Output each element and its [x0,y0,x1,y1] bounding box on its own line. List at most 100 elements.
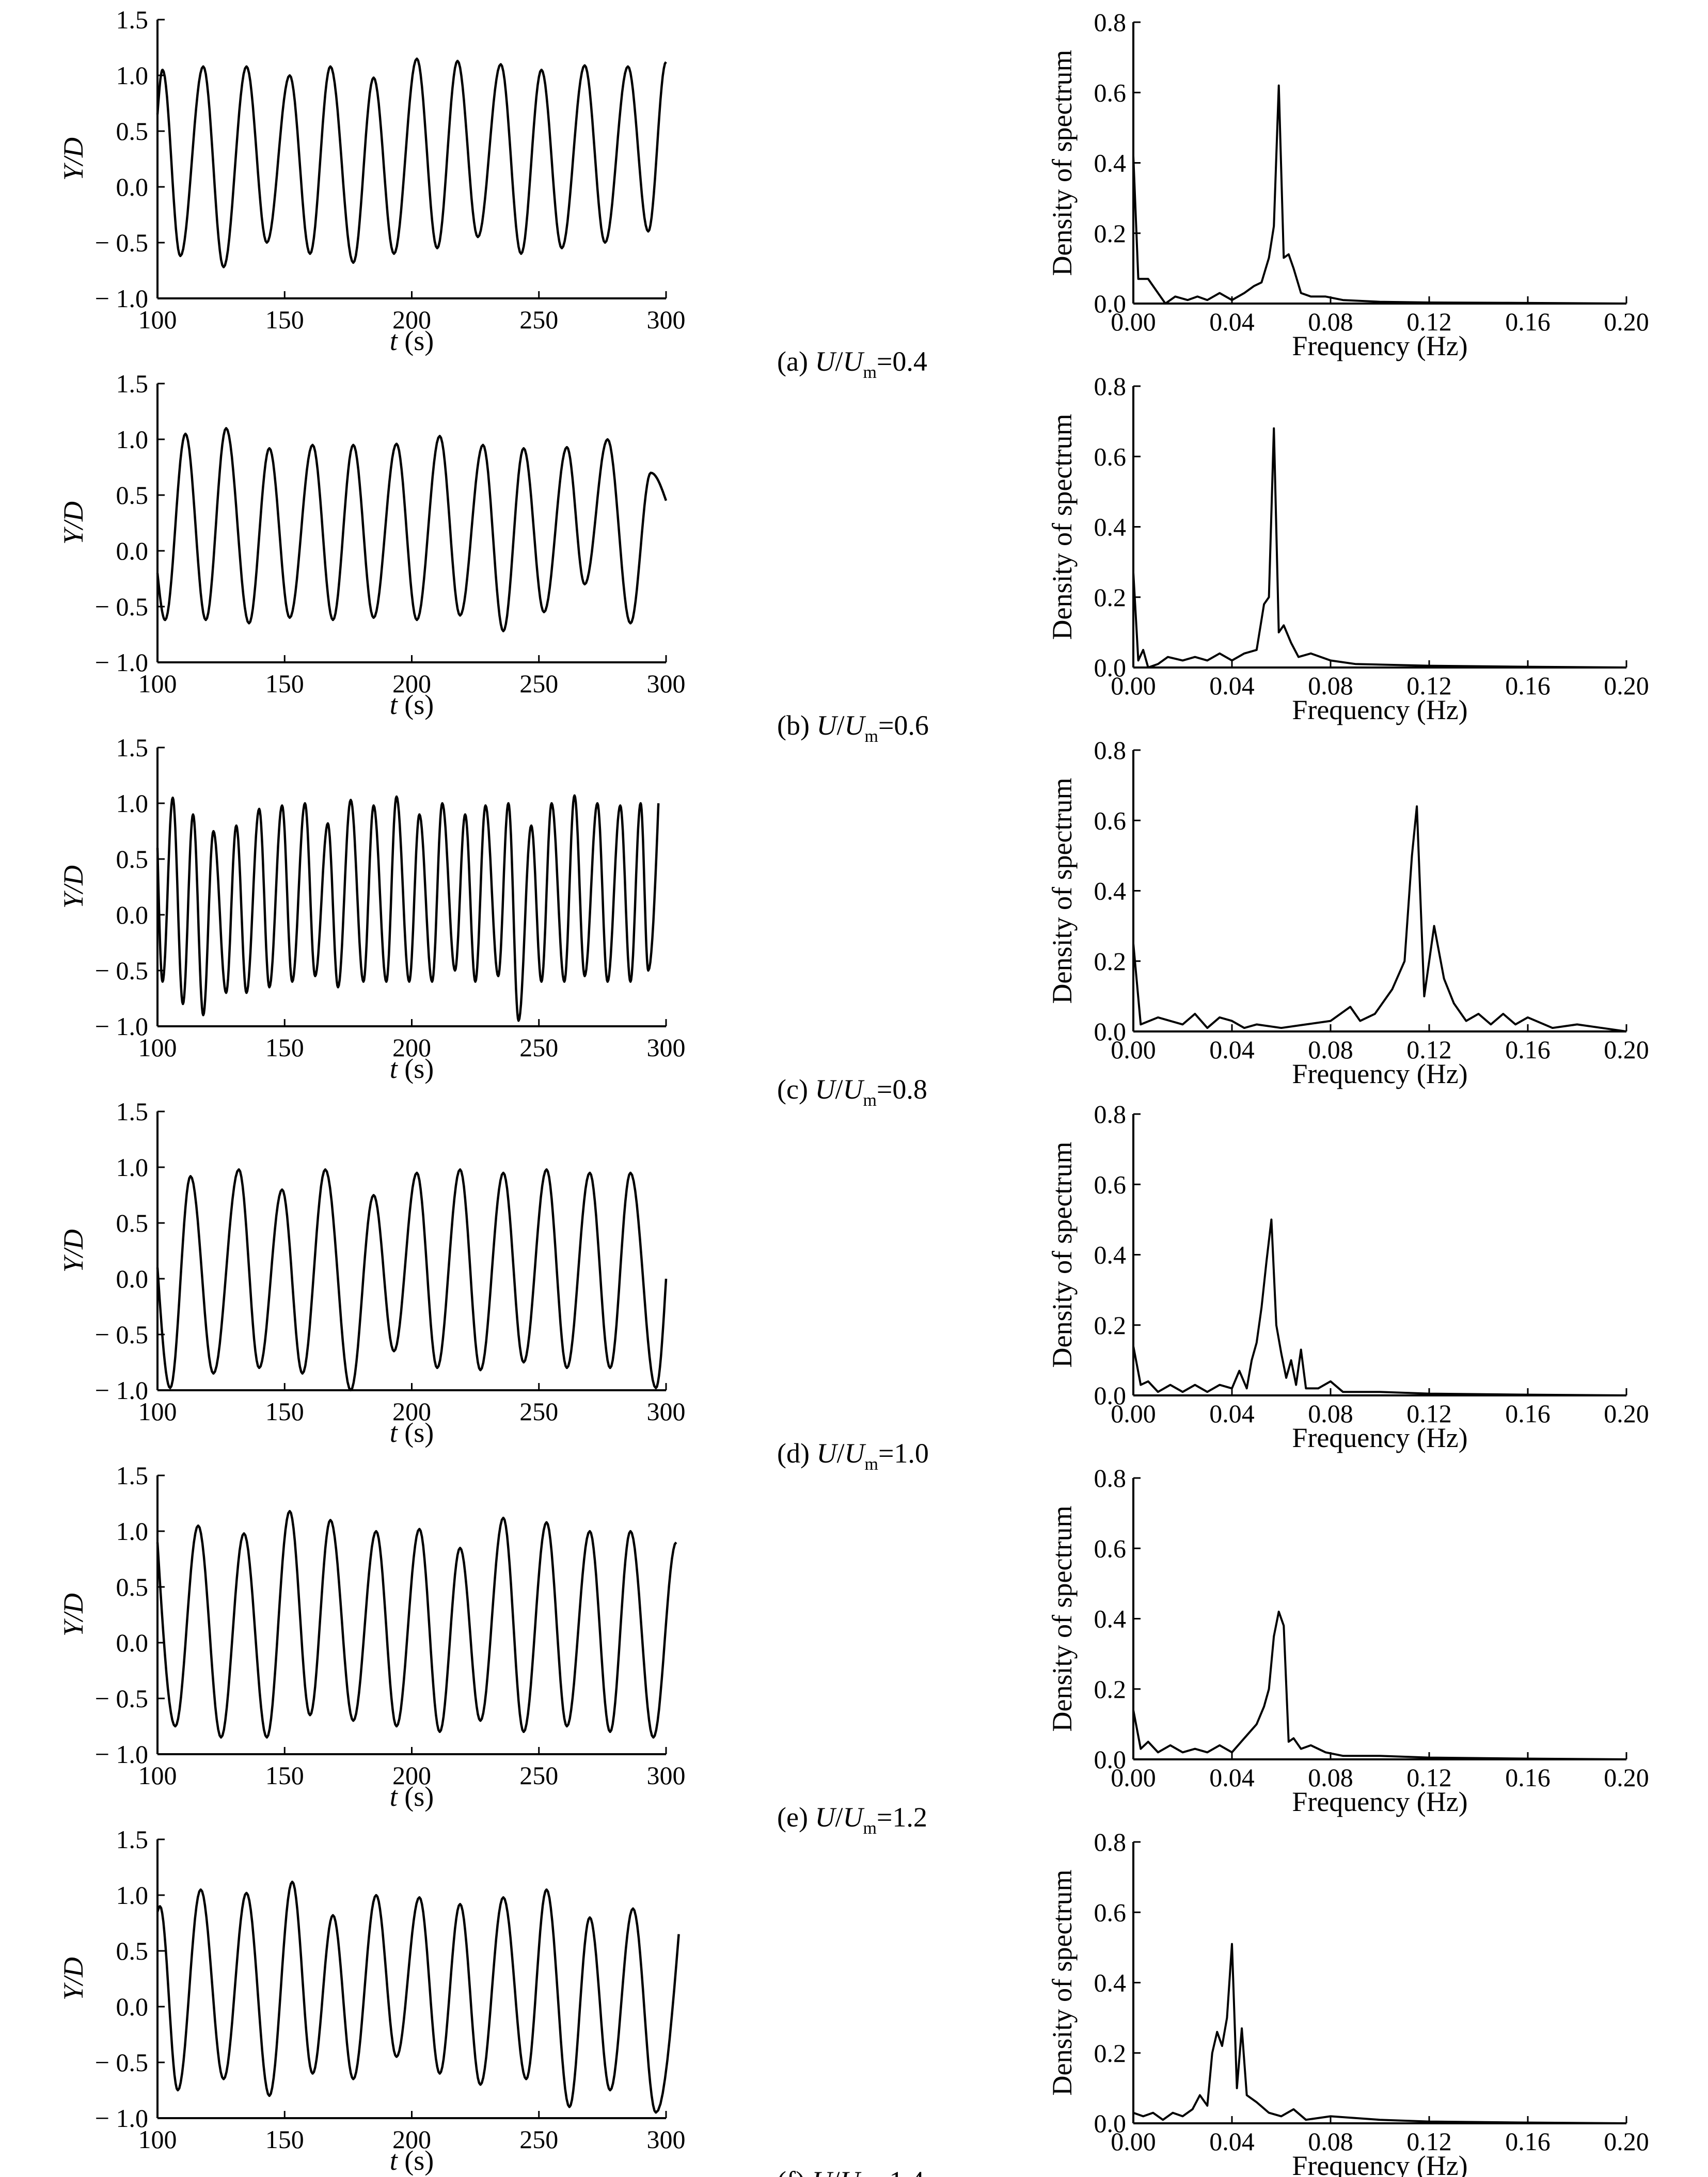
spectrum-series-line [1132,805,1627,1032]
y-axis-title: Density of spectrum [1047,414,1078,640]
x-tick-label: 150 [265,1397,304,1426]
y-tick-label: 0.0 [116,536,149,565]
x-tick-label: 0.16 [1505,1399,1551,1428]
y-tick-label: 1.0 [116,789,149,818]
panel-caption: (d) U/Um=1.0 [777,1438,929,1474]
x-tick-label: 0.12 [1406,1763,1452,1792]
displacement-series-line [156,1880,680,2114]
x-tick-label: 100 [138,1033,177,1062]
x-axis-title: t (s) [390,1417,434,1448]
y-tick-label: 0.4 [1094,877,1127,905]
spectrum-series-line [1132,1218,1627,1396]
x-tick-label: 0.20 [1604,1763,1649,1792]
x-tick-label: 0.00 [1111,307,1156,336]
x-tick-label: 0.04 [1209,671,1255,700]
x-tick-label: 0.04 [1209,2127,1255,2156]
y-tick-label: 1.0 [116,61,149,90]
spectrum-panel: 0.0 0.2 0.4 0.6 0.8 0.00 0.04 0.08 0.12 0.16 0.20 F… [1047,1464,1649,1817]
y-tick-label: 0.2 [1094,583,1127,612]
x-tick-label: 100 [138,1397,177,1426]
x-tick-label: 150 [265,2125,304,2154]
y-tick-label: − 1.0 [95,1376,148,1405]
y-tick-label: 0.0 [1094,1017,1127,1046]
x-tick-label: 150 [265,669,304,698]
x-tick-label: 0.16 [1505,2127,1551,2156]
y-axis-title: Density of spectrum [1047,50,1078,276]
x-axis-title: Frequency (Hz) [1292,330,1467,361]
panel-caption: (a) U/Um=0.4 [777,346,927,382]
x-tick-label: 0.00 [1111,2127,1156,2156]
y-tick-label: 0.8 [1094,736,1127,765]
x-tick-label: 0.08 [1308,1763,1353,1792]
y-axis-title: Y/D [58,865,89,909]
y-tick-label: 0.2 [1094,947,1127,976]
y-tick-label: 0.4 [1094,1604,1127,1633]
x-axis-title: Frequency (Hz) [1292,694,1467,725]
displacement-series-line [156,427,668,632]
y-axis-title: Y/D [58,137,89,181]
x-tick-label: 150 [265,305,304,334]
y-tick-label: 0.0 [1094,1745,1127,1774]
y-axis-title: Y/D [58,1593,89,1636]
y-tick-label: − 1.0 [95,2104,148,2133]
y-tick-label: 0.2 [1094,219,1127,248]
x-tick-label: 0.12 [1406,2127,1452,2156]
y-tick-label: 1.0 [116,1881,149,1910]
x-axis-title: t (s) [390,1781,434,1812]
x-tick-label: 0.20 [1604,1399,1649,1428]
y-tick-label: 0.5 [116,1572,149,1601]
x-tick-label: 0.00 [1111,1763,1156,1792]
x-axis-title: Frequency (Hz) [1292,1422,1467,1453]
x-tick-label: 300 [647,305,686,334]
y-tick-label: 1.5 [116,1461,149,1490]
spectrum-panel: 0.0 0.2 0.4 0.6 0.8 0.00 0.04 0.08 0.12 0.16 0.20 F… [1047,372,1649,725]
x-axis-title: t (s) [390,2145,434,2176]
y-tick-label: 0.5 [116,481,149,510]
displacement-series-line [156,1168,668,1392]
x-tick-label: 0.16 [1505,671,1551,700]
y-tick-label: 0.4 [1094,513,1127,542]
y-tick-label: 0.0 [1094,653,1127,682]
spectrum-panel: 0.0 0.2 0.4 0.6 0.8 0.00 0.04 0.08 0.12 0.16 0.20 F… [1047,1100,1649,1453]
x-axis-title: Frequency (Hz) [1292,1786,1467,1817]
panel-caption: (b) U/Um=0.6 [777,710,929,746]
y-tick-label: 0.5 [116,845,149,873]
x-tick-label: 0.20 [1604,1035,1649,1064]
y-tick-label: 0.8 [1094,8,1127,37]
spectrum-series-line [1133,1943,1627,2124]
x-tick-label: 100 [138,305,177,334]
y-tick-label: 0.6 [1094,442,1127,471]
y-tick-label: 0.0 [116,172,149,201]
x-axis-title: Frequency (Hz) [1292,2150,1467,2177]
spectrum-series-line [1132,1610,1627,1760]
x-tick-label: 0.00 [1111,1035,1156,1064]
y-tick-label: − 0.5 [95,956,148,985]
x-tick-label: 0.04 [1209,1035,1255,1064]
y-tick-label: 0.8 [1094,1828,1127,1856]
y-tick-label: 0.2 [1094,1311,1127,1340]
x-tick-label: 150 [265,1761,304,1790]
y-axis-title: Y/D [58,1229,89,1273]
x-tick-label: 250 [519,2125,558,2154]
spectrum-panel: 0.0 0.2 0.4 0.6 0.8 0.00 0.04 0.08 0.12 0.16 0.20 F… [1047,8,1649,361]
y-tick-label: 0.4 [1094,1968,1127,1997]
x-tick-label: 200 [392,1033,431,1062]
y-tick-label: 0.0 [116,900,149,929]
x-tick-label: 300 [647,1033,686,1062]
x-tick-label: 0.08 [1308,671,1353,700]
y-axis-title: Y/D [58,1957,89,2000]
x-tick-label: 300 [647,1761,686,1790]
x-tick-label: 250 [519,1397,558,1426]
x-axis-title: t (s) [390,325,434,356]
y-tick-label: 0.4 [1094,149,1127,178]
y-tick-label: 0.0 [116,1992,149,2021]
x-tick-label: 0.16 [1505,1763,1551,1792]
y-tick-label: 0.0 [1094,2109,1127,2138]
y-axis-title: Density of spectrum [1047,1506,1078,1732]
y-tick-label: 0.6 [1094,806,1127,835]
y-tick-label: − 0.5 [95,228,148,257]
